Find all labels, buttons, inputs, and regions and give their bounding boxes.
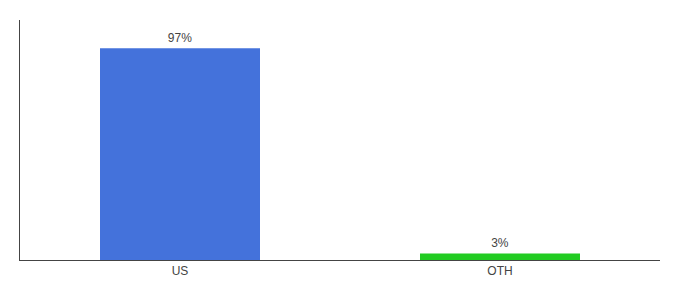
svg-text:US: US bbox=[172, 264, 189, 278]
svg-text:97%: 97% bbox=[168, 31, 192, 45]
svg-text:OTH: OTH bbox=[487, 264, 512, 278]
svg-text:3%: 3% bbox=[491, 236, 509, 250]
